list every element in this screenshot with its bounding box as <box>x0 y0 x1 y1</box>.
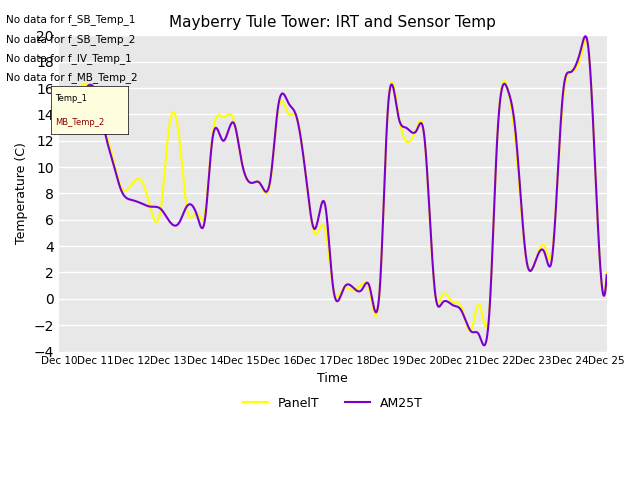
PanelT <box>603 270 611 276</box>
Text: No data for f_SB_Temp_2: No data for f_SB_Temp_2 <box>6 34 136 45</box>
AM25T <box>481 342 488 348</box>
Text: No data for f_IV_Temp_1: No data for f_IV_Temp_1 <box>6 53 132 64</box>
AM25T <box>120 192 127 198</box>
Y-axis label: Temperature (C): Temperature (C) <box>15 143 28 244</box>
AM25T <box>287 104 295 110</box>
Legend: PanelT, AM25T: PanelT, AM25T <box>238 392 428 415</box>
AM25T <box>55 125 63 131</box>
PanelT <box>97 111 105 117</box>
Text: No data for f_SB_Temp_1: No data for f_SB_Temp_1 <box>6 14 136 25</box>
PanelT <box>582 36 589 42</box>
PanelT <box>55 101 63 107</box>
AM25T <box>582 34 589 39</box>
PanelT <box>466 328 474 334</box>
PanelT <box>287 112 295 118</box>
PanelT <box>120 188 127 193</box>
Text: Temp_1: Temp_1 <box>55 94 87 103</box>
Text: No data for f_MB_Temp_2: No data for f_MB_Temp_2 <box>6 72 138 83</box>
PanelT <box>367 293 374 299</box>
X-axis label: Time: Time <box>317 372 348 385</box>
AM25T <box>367 288 374 294</box>
Text: MB_Temp_2: MB_Temp_2 <box>55 118 104 127</box>
AM25T <box>299 147 307 153</box>
PanelT <box>299 146 307 152</box>
AM25T <box>603 272 611 278</box>
Title: Mayberry Tule Tower: IRT and Sensor Temp: Mayberry Tule Tower: IRT and Sensor Temp <box>170 15 496 30</box>
Line: PanelT: PanelT <box>59 39 607 331</box>
Line: AM25T: AM25T <box>59 36 607 345</box>
PanelT <box>308 223 316 228</box>
AM25T <box>308 221 316 227</box>
AM25T <box>97 111 105 117</box>
